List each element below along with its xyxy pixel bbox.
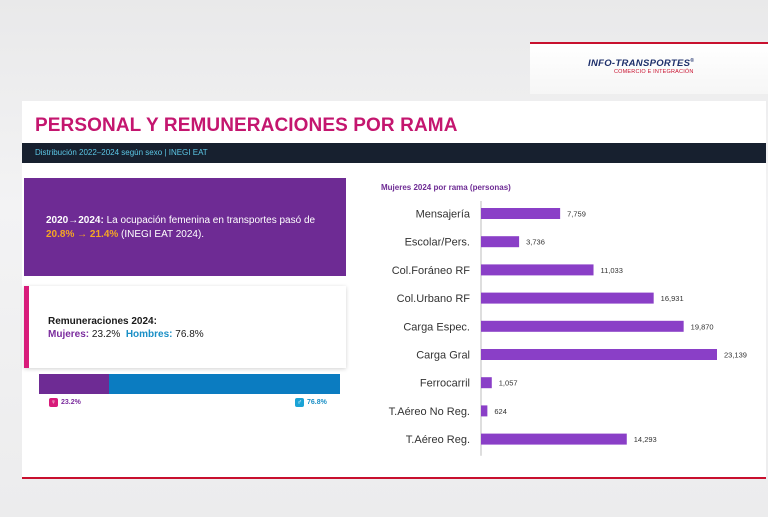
- bar-chart: Mensajería 7,759 Escolar/Pers. 3,736 Col.For…: [389, 201, 747, 456]
- category-label: T.Aéreo No Reg.: [389, 406, 470, 418]
- logo-name: INFO-TRANSPORTES®: [588, 58, 695, 70]
- data-label: 23,139: [724, 351, 747, 360]
- category-label: Ferrocarril: [420, 378, 470, 390]
- bar: [481, 236, 520, 248]
- men-share-segment: [108, 374, 340, 394]
- logo-tagline: COMERCIO E INTEGRACIÓN: [614, 69, 694, 75]
- category-label: Carga Gral: [416, 350, 470, 362]
- category-label: Escolar/Pers.: [405, 237, 470, 249]
- category-label: Col.Foráneo RF: [392, 265, 471, 277]
- bar: [481, 349, 717, 360]
- women-legend: ♀ 23.2%: [49, 398, 81, 407]
- remuneration-heading: Remuneraciones 2024:: [48, 316, 157, 327]
- subtitle: Distribución 2022–2024 según sexo | INEG…: [35, 148, 208, 157]
- category-label: T.Aéreo Reg.: [406, 434, 470, 446]
- female-icon: ♀: [49, 398, 58, 407]
- bar: [481, 264, 594, 276]
- page-title: PERSONAL Y REMUNERACIONES POR RAMA: [35, 115, 458, 136]
- data-label: 19,870: [691, 322, 714, 331]
- women-share-segment: [39, 374, 109, 394]
- data-label: 7,759: [567, 210, 586, 219]
- bar: [481, 433, 627, 445]
- bar: [481, 377, 492, 389]
- remuneration-values: Mujeres: 23.2% Hombres: 76.8%: [48, 329, 204, 340]
- remuneration-card: Remuneraciones 2024: Mujeres: 23.2% Homb…: [24, 286, 346, 368]
- bar: [481, 320, 684, 332]
- gender-split-bar: [39, 374, 340, 394]
- subtitle-bar: Distribución 2022–2024 según sexo | INEG…: [22, 143, 766, 163]
- category-label: Mensajería: [416, 209, 471, 221]
- category-label: Carga Espec.: [403, 321, 470, 333]
- category-label: Col.Urbano RF: [397, 293, 471, 305]
- highlight-text: 2020→2024: La ocupación femenina en tran…: [46, 215, 316, 240]
- slide: PERSONAL Y REMUNERACIONES POR RAMA Distr…: [22, 101, 766, 479]
- bar: [481, 292, 654, 304]
- chart-title: Mujeres 2024 por rama (personas): [381, 183, 511, 192]
- male-icon: ♂: [295, 398, 304, 407]
- data-label: 624: [494, 407, 507, 416]
- bar: [481, 405, 488, 417]
- data-label: 16,931: [661, 294, 684, 303]
- data-label: 1,057: [499, 379, 518, 388]
- data-label: 11,033: [601, 266, 623, 275]
- highlight-card: 2020→2024: La ocupación femenina en tran…: [24, 178, 346, 276]
- bar: [481, 208, 561, 219]
- data-label: 3,736: [526, 238, 545, 247]
- men-legend: ♂ 76.8%: [295, 398, 327, 407]
- logo: INFO-TRANSPORTES® COMERCIO E INTEGRACIÓN: [530, 42, 768, 94]
- data-label: 14,293: [634, 435, 657, 444]
